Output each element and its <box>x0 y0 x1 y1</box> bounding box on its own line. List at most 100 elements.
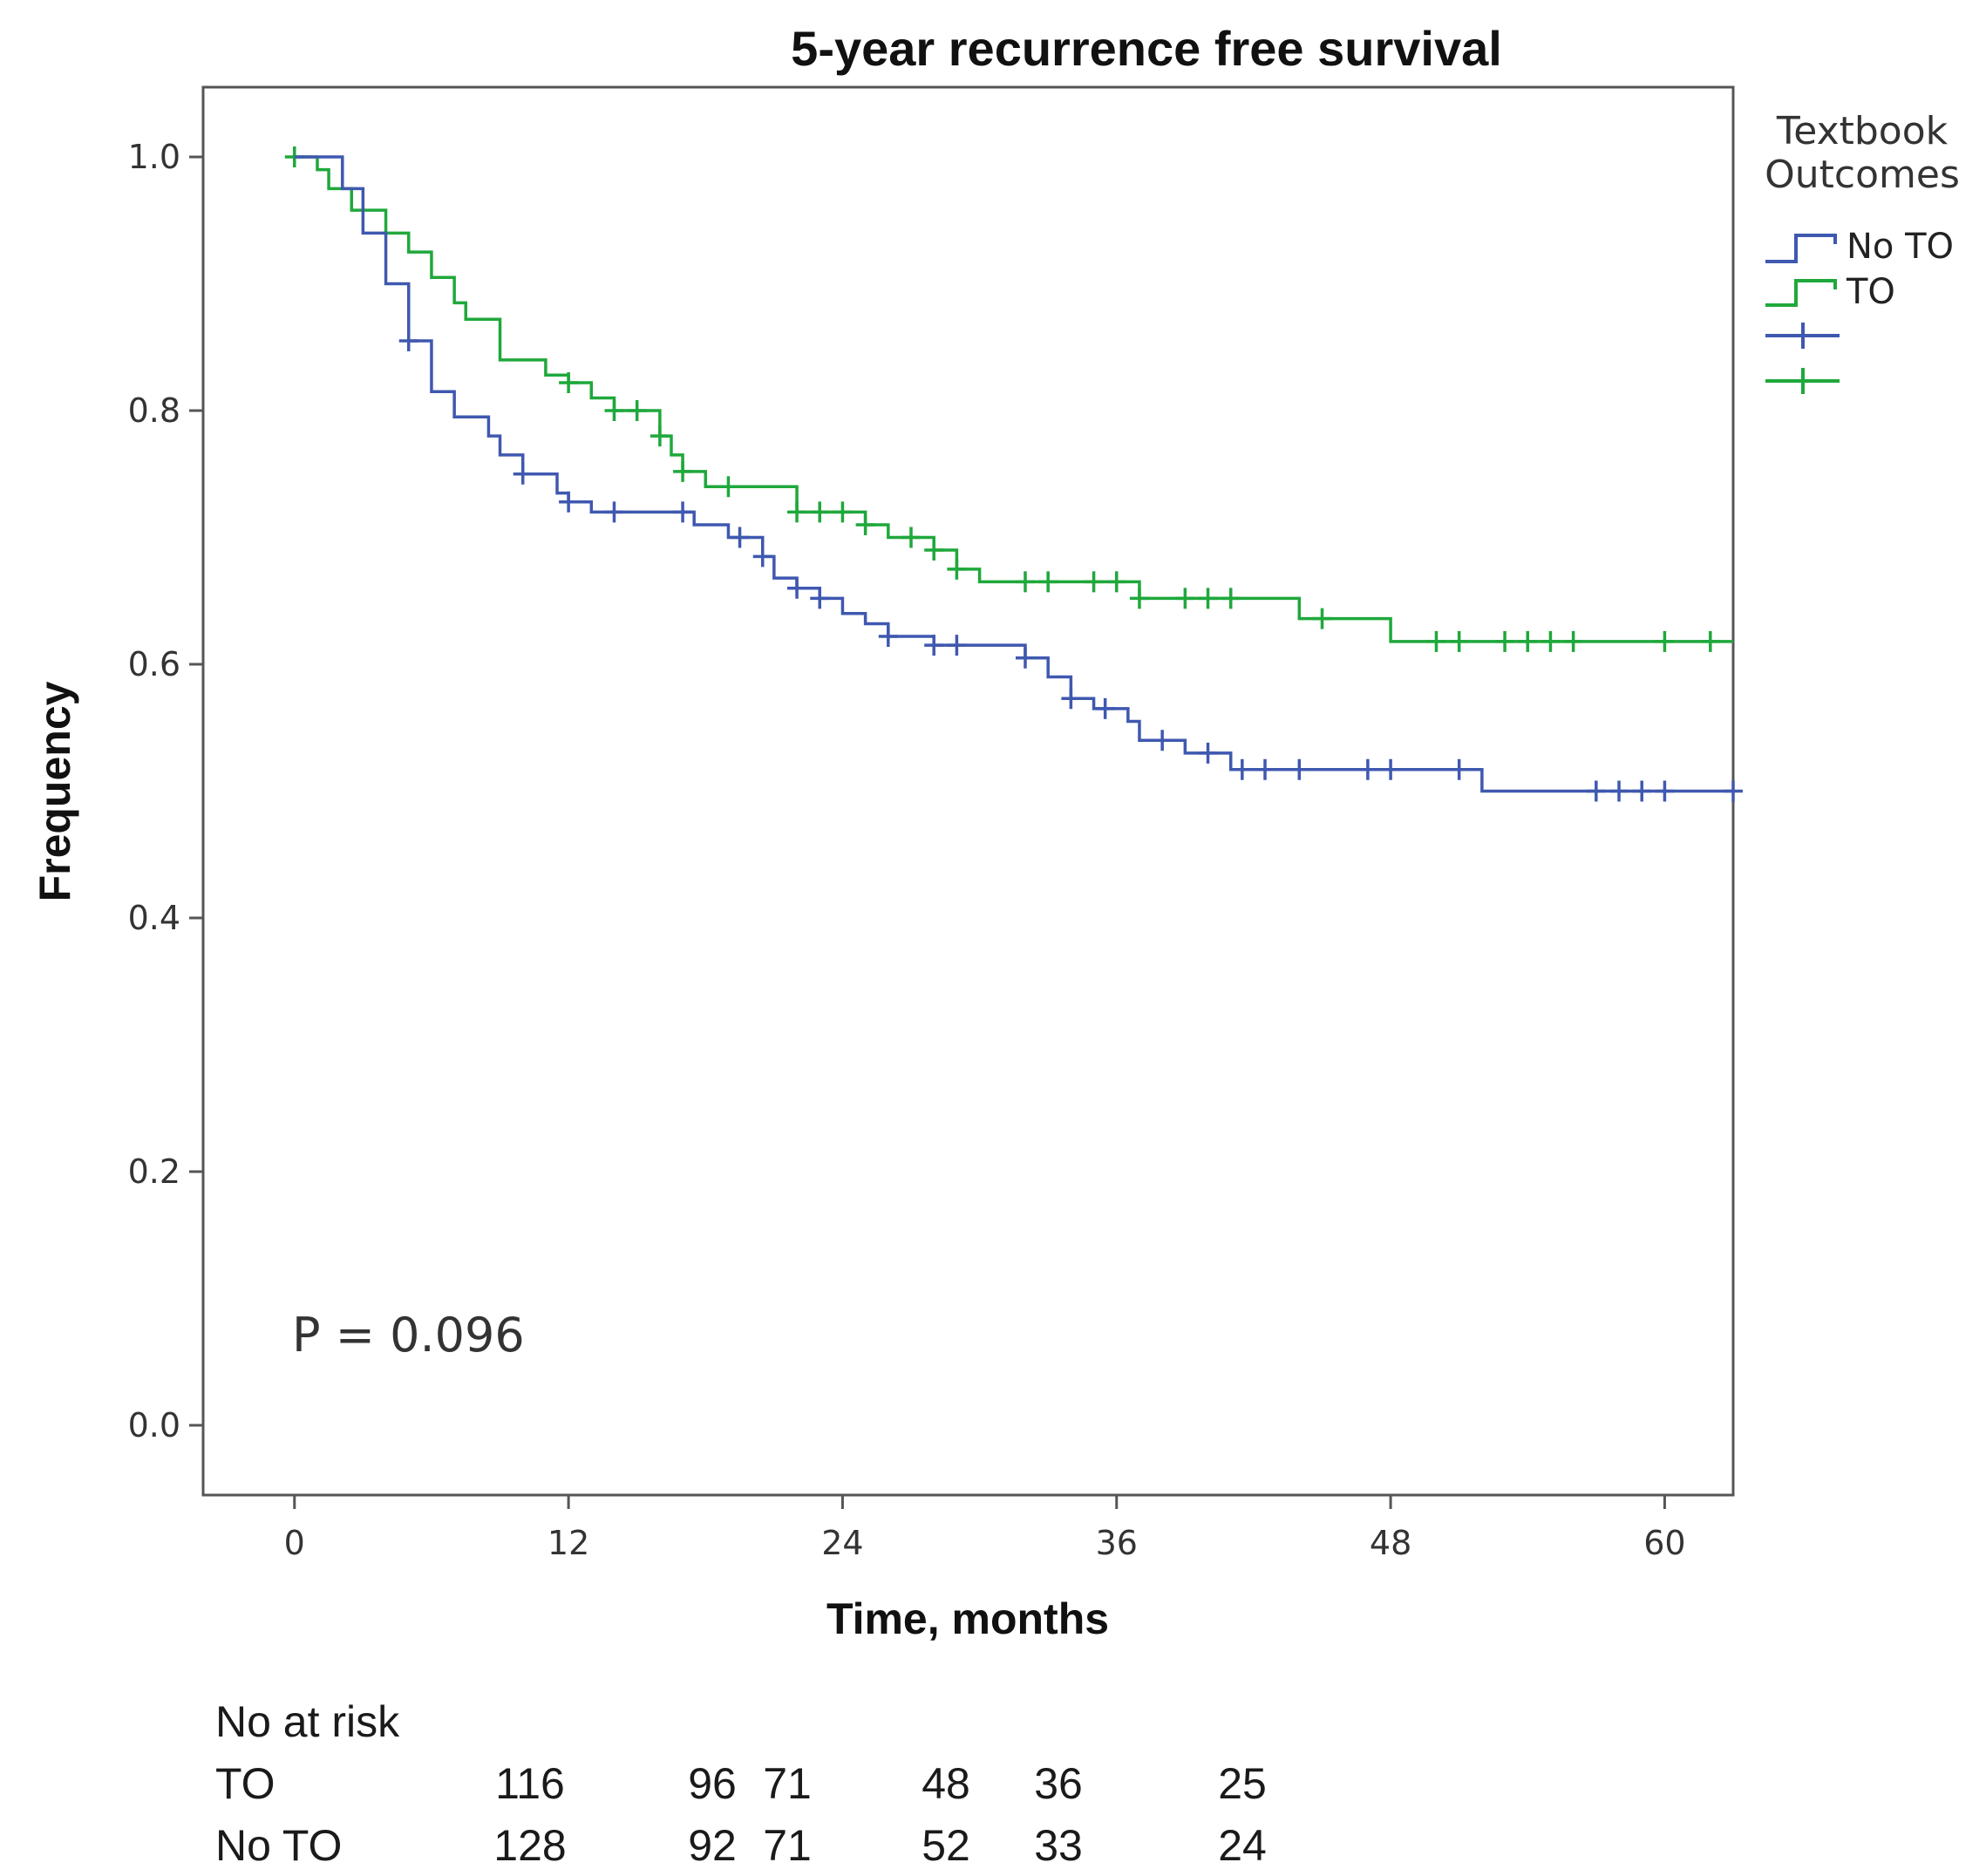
censor-mark-to <box>673 460 693 482</box>
y-tick-label: 0.8 <box>128 391 180 430</box>
x-tick-label: 12 <box>548 1524 589 1562</box>
censor-mark-no-to <box>1381 758 1401 780</box>
censor-mark-no-to <box>1289 758 1309 780</box>
x-tick-label: 36 <box>1096 1524 1138 1562</box>
censor-mark-to <box>650 425 670 447</box>
censor-mark-no-to <box>673 501 693 523</box>
censor-mark-no-to <box>604 501 624 523</box>
legend-title-line-2: Outcomes <box>1765 153 1960 197</box>
censor-mark-to <box>1541 630 1561 652</box>
censor-mark-to <box>1655 630 1675 652</box>
risk-to-value: 71 <box>763 1759 812 1808</box>
censor-mark-to <box>1106 571 1126 593</box>
censor-mark-to <box>855 513 875 535</box>
y-tick-label: 0.4 <box>128 899 180 937</box>
x-tick-label: 48 <box>1370 1524 1411 1562</box>
censor-mark-no-to <box>1609 780 1629 802</box>
censor-mark-no-to <box>730 527 750 548</box>
risk-no-to-value: 24 <box>1218 1821 1267 1870</box>
censor-mark-no-to <box>947 635 967 656</box>
censor-mark-to <box>947 558 967 580</box>
risk-row-label-no-to: No TO <box>215 1821 342 1870</box>
y-tick-label: 1.0 <box>128 138 180 176</box>
censor-mark-to <box>1700 630 1720 652</box>
legend-step-to-icon <box>1765 279 1837 307</box>
y-tick-label: 0.2 <box>128 1152 180 1191</box>
risk-row-label-to: TO <box>215 1759 275 1808</box>
curve-to <box>294 155 1733 643</box>
censor-mark-no-to <box>1449 758 1469 780</box>
risk-to-value: 48 <box>922 1759 970 1808</box>
censor-mark-to <box>1084 571 1104 593</box>
censor-mark-to <box>833 501 853 523</box>
censor-mark-no-to <box>752 546 772 568</box>
censor-mark-no-to <box>1232 758 1252 780</box>
p-value-annotation: P = 0.096 <box>292 1308 525 1363</box>
legend: Textbook Outcomes No TO TO <box>1765 109 1960 394</box>
censor-mark-no-to <box>787 577 807 599</box>
censor-mark-to <box>1198 588 1218 609</box>
series-to <box>284 146 1733 652</box>
risk-to-value: 36 <box>1034 1759 1083 1808</box>
chart-title: 5-year recurrence free survival <box>791 21 1502 76</box>
censor-mark-to <box>1518 630 1538 652</box>
censor-mark-to <box>1221 588 1241 609</box>
x-axis: 0 12 24 36 48 60 <box>284 1495 1686 1562</box>
censor-mark-no-to <box>559 491 579 513</box>
censor-mark-to <box>718 476 738 498</box>
censor-mark-to <box>1449 630 1469 652</box>
censor-mark-no-to <box>1586 780 1606 802</box>
censor-mark-no-to <box>1632 780 1652 802</box>
censor-mark-to <box>1175 588 1195 609</box>
risk-table: No at risk TO No TO 116 96 71 48 36 25 1… <box>215 1697 1267 1870</box>
risk-table-header: No at risk <box>215 1697 400 1746</box>
legend-step-no-to-icon <box>1765 234 1837 263</box>
legend-title-line-1: Textbook <box>1776 109 1949 153</box>
censor-mark-to <box>924 540 944 561</box>
risk-no-to-value: 128 <box>493 1821 566 1870</box>
censor-mark-to <box>1563 630 1583 652</box>
y-axis: 0.0 0.2 0.4 0.6 0.8 1.0 <box>128 138 203 1444</box>
y-axis-title: Frequency <box>31 681 79 901</box>
censor-mark-to <box>604 400 624 422</box>
legend-censor-no-to-icon <box>1765 323 1840 349</box>
censor-mark-no-to <box>1198 742 1218 764</box>
censor-mark-to <box>1129 588 1149 609</box>
censor-mark-to <box>901 527 922 548</box>
x-tick-label: 60 <box>1643 1524 1685 1562</box>
survival-curves <box>284 146 1743 802</box>
x-axis-title: Time, months <box>826 1594 1109 1643</box>
censor-mark-no-to <box>1357 758 1377 780</box>
censor-mark-no-to <box>1255 758 1275 780</box>
censor-mark-no-to <box>1153 730 1173 751</box>
censor-mark-to <box>1312 608 1332 629</box>
censor-mark-no-to <box>924 635 944 656</box>
risk-no-to-value: 71 <box>763 1821 812 1870</box>
censor-mark-no-to <box>878 625 898 647</box>
censor-mark-to <box>559 372 579 394</box>
censor-mark-to <box>1015 571 1035 593</box>
censor-mark-to <box>1495 630 1515 652</box>
censor-mark-no-to <box>1095 697 1115 719</box>
legend-label-to: TO <box>1846 272 1895 312</box>
y-tick-label: 0.0 <box>128 1406 180 1444</box>
risk-to-value: 25 <box>1218 1759 1267 1808</box>
x-tick-label: 24 <box>821 1524 863 1562</box>
curve-no-to <box>294 155 1733 793</box>
risk-no-to-value: 33 <box>1034 1821 1083 1870</box>
legend-label-no-to: No TO <box>1847 227 1954 267</box>
censor-mark-no-to <box>398 330 418 351</box>
risk-no-to-value: 92 <box>688 1821 737 1870</box>
risk-no-to-value: 52 <box>922 1821 970 1870</box>
x-tick-label: 0 <box>284 1524 305 1562</box>
censor-mark-no-to <box>810 588 830 609</box>
censor-mark-to <box>627 400 647 422</box>
censor-mark-no-to <box>1724 780 1743 802</box>
risk-to-value: 96 <box>688 1759 737 1808</box>
y-tick-label: 0.6 <box>128 645 180 683</box>
censor-mark-no-to <box>1061 688 1081 710</box>
censor-mark-no-to <box>513 463 533 485</box>
censor-mark-to <box>1038 571 1058 593</box>
censor-mark-to <box>1426 630 1446 652</box>
